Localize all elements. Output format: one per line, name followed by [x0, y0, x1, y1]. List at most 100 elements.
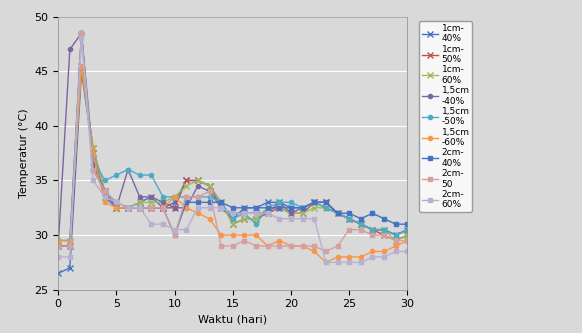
2cm-
50	[218, 244, 225, 248]
1,5cm
-50%	[392, 233, 399, 237]
2cm-
40%	[381, 217, 388, 221]
1cm-
60%	[218, 200, 225, 204]
1cm-
40%	[369, 228, 376, 232]
2cm-
50	[253, 244, 260, 248]
2cm-
40%	[392, 222, 399, 226]
2cm-
60%	[159, 222, 166, 226]
2cm-
60%	[264, 211, 271, 215]
1,5cm
-40%	[171, 206, 178, 210]
1,5cm
-60%	[218, 233, 225, 237]
2cm-
50	[299, 244, 306, 248]
2cm-
40%	[78, 31, 85, 35]
1cm-
40%	[171, 200, 178, 204]
2cm-
50	[101, 189, 108, 193]
1,5cm
-60%	[136, 206, 143, 210]
1,5cm
-40%	[206, 189, 213, 193]
2cm-
60%	[357, 260, 364, 264]
Line: 1cm-
40%: 1cm- 40%	[55, 69, 410, 276]
1cm-
40%	[276, 200, 283, 204]
1cm-
60%	[101, 189, 108, 193]
2cm-
50	[381, 233, 388, 237]
1,5cm
-40%	[241, 211, 248, 215]
2cm-
40%	[206, 200, 213, 204]
1,5cm
-50%	[311, 200, 318, 204]
1cm-
60%	[159, 200, 166, 204]
2cm-
60%	[241, 211, 248, 215]
1cm-
60%	[183, 184, 190, 188]
1cm-
60%	[148, 200, 155, 204]
1cm-
60%	[381, 228, 388, 232]
1,5cm
-50%	[334, 211, 341, 215]
1,5cm
-50%	[113, 173, 120, 177]
2cm-
40%	[66, 244, 73, 248]
2cm-
40%	[369, 211, 376, 215]
1,5cm
-60%	[264, 244, 271, 248]
1,5cm
-50%	[90, 157, 97, 161]
2cm-
40%	[159, 206, 166, 210]
1cm-
60%	[288, 211, 294, 215]
2cm-
50	[78, 31, 85, 35]
2cm-
40%	[253, 206, 260, 210]
2cm-
60%	[183, 228, 190, 232]
1cm-
50%	[125, 206, 132, 210]
1cm-
60%	[404, 233, 411, 237]
Line: 1,5cm
-60%: 1,5cm -60%	[56, 64, 410, 264]
2cm-
60%	[381, 255, 388, 259]
1cm-
50%	[183, 178, 190, 182]
2cm-
40%	[55, 244, 62, 248]
1cm-
50%	[113, 206, 120, 210]
1cm-
60%	[369, 228, 376, 232]
2cm-
40%	[334, 211, 341, 215]
2cm-
50	[159, 206, 166, 210]
1cm-
60%	[322, 206, 329, 210]
Line: 1,5cm
-40%: 1,5cm -40%	[56, 31, 410, 248]
1,5cm
-40%	[264, 211, 271, 215]
Line: 1,5cm
-50%: 1,5cm -50%	[56, 31, 410, 243]
2cm-
60%	[404, 249, 411, 253]
2cm-
60%	[66, 255, 73, 259]
1,5cm
-50%	[276, 200, 283, 204]
1cm-
40%	[148, 195, 155, 199]
1cm-
40%	[381, 228, 388, 232]
2cm-
60%	[346, 260, 353, 264]
2cm-
60%	[206, 206, 213, 210]
2cm-
50	[55, 244, 62, 248]
1cm-
40%	[78, 69, 85, 73]
1cm-
60%	[311, 206, 318, 210]
1cm-
60%	[78, 64, 85, 68]
2cm-
60%	[171, 228, 178, 232]
1cm-
50%	[357, 222, 364, 226]
1cm-
40%	[136, 200, 143, 204]
1,5cm
-50%	[66, 238, 73, 242]
2cm-
50	[113, 200, 120, 204]
Line: 1cm-
60%: 1cm- 60%	[55, 63, 410, 243]
1cm-
50%	[90, 146, 97, 150]
1,5cm
-60%	[113, 206, 120, 210]
2cm-
50	[288, 244, 294, 248]
Y-axis label: Temperatur (°C): Temperatur (°C)	[19, 108, 29, 198]
2cm-
40%	[346, 211, 353, 215]
2cm-
40%	[101, 189, 108, 193]
X-axis label: Waktu (hari): Waktu (hari)	[198, 315, 267, 325]
2cm-
40%	[299, 206, 306, 210]
1,5cm
-60%	[171, 195, 178, 199]
1cm-
60%	[229, 222, 236, 226]
2cm-
60%	[299, 217, 306, 221]
1,5cm
-50%	[299, 206, 306, 210]
1,5cm
-60%	[322, 260, 329, 264]
1cm-
50%	[334, 211, 341, 215]
2cm-
40%	[264, 206, 271, 210]
1cm-
60%	[357, 222, 364, 226]
2cm-
50	[90, 167, 97, 171]
1,5cm
-60%	[357, 255, 364, 259]
1,5cm
-40%	[392, 233, 399, 237]
1cm-
50%	[299, 211, 306, 215]
1cm-
40%	[392, 233, 399, 237]
1,5cm
-40%	[276, 200, 283, 204]
2cm-
40%	[183, 200, 190, 204]
1,5cm
-60%	[78, 64, 85, 68]
1cm-
60%	[90, 146, 97, 150]
1,5cm
-50%	[171, 195, 178, 199]
2cm-
50	[206, 189, 213, 193]
1cm-
40%	[229, 217, 236, 221]
